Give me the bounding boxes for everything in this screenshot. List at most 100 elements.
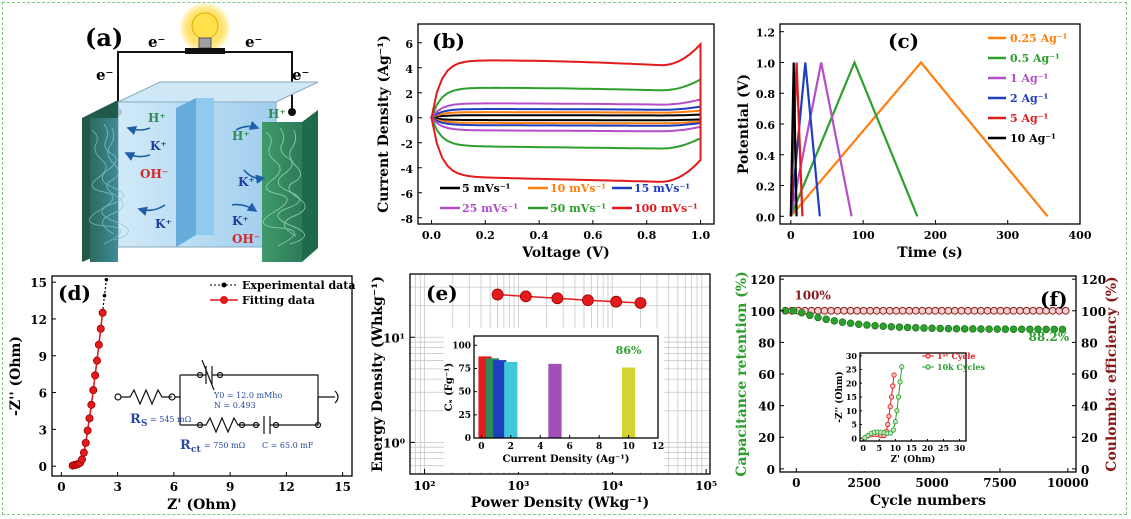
separator — [196, 98, 214, 235]
x-axis-label: Z' (Ohm) — [167, 497, 237, 513]
inset-nyquist-point — [886, 413, 892, 419]
circuit-node — [272, 421, 280, 429]
electron-label: e⁻ — [96, 66, 113, 84]
ragone-point — [519, 290, 532, 303]
inset-nyquist-point — [892, 419, 898, 425]
legend-label: 100 mVs⁻¹ — [634, 202, 698, 215]
x-tick-label: 0.2 — [476, 229, 495, 242]
x-axis-label: Power Density (Wkg⁻¹) — [471, 495, 650, 511]
panel-label: (c) — [888, 29, 919, 53]
y-axis-label: Current Density (Ag⁻¹) — [376, 35, 392, 213]
y-tick-label: 12 — [30, 313, 47, 327]
retention-annotation: 86% — [616, 344, 642, 357]
inset-nyquist-point — [899, 364, 905, 370]
left-electrode — [90, 118, 118, 262]
efficiency-point — [996, 306, 1005, 315]
y-tick-label: 75 — [458, 364, 471, 374]
cycling-chart: 0 2500 5000 7500 100000204060801001200204060… — [734, 271, 1120, 509]
ion-label: H⁺ — [268, 107, 286, 121]
legend-label: 0.5 Ag⁻¹ — [1010, 52, 1060, 65]
efficiency-point — [833, 306, 842, 315]
retention-point — [1017, 325, 1026, 333]
electron-label: e⁻ — [148, 33, 165, 51]
inset-nyquist-point — [897, 379, 903, 385]
x-tick-label: 0.0 — [422, 229, 441, 242]
x-tick-label: 25 — [938, 443, 949, 453]
retention-point — [822, 315, 830, 324]
efficiency-point — [918, 306, 927, 315]
retention-point — [846, 319, 855, 328]
y-tick-label: 5 — [851, 420, 857, 430]
circuit-node — [196, 421, 204, 429]
legend-marker — [220, 296, 228, 304]
cv-curve — [431, 113, 702, 122]
left-wire — [117, 51, 185, 108]
inset-x-label: Z' (Ohm) — [891, 454, 936, 465]
efficiency-point — [905, 306, 914, 315]
legend-label: 5 mVs⁻¹ — [462, 182, 511, 195]
nyquist-chart: 0 3 6 9 12 15 0 3 6 9 12 15 Z' (Ohm) -Z'' (Ohm) (d) Exp… — [8, 275, 356, 513]
retention-point — [895, 323, 904, 331]
retention-point — [952, 324, 961, 333]
retention-point — [903, 323, 912, 332]
efficiency-point — [866, 306, 875, 315]
y-tick-label: 10 — [846, 406, 858, 416]
circuit-node — [216, 371, 224, 379]
x-tick-label: 5 — [876, 443, 882, 453]
circuit-end — [334, 390, 339, 404]
nyquist-frame — [51, 275, 353, 477]
retention-point — [1026, 325, 1034, 334]
y-axis-label: Potential (V) — [736, 74, 752, 174]
gcd-curve — [789, 60, 1049, 218]
x-tick-label: 15 — [334, 480, 351, 494]
x-tick-label: 12 — [278, 480, 295, 494]
efficiency-point — [853, 306, 862, 315]
legend-marker — [221, 282, 227, 288]
retention-point — [969, 325, 977, 333]
efficiency-point — [820, 306, 829, 315]
y-tick-label: 40 — [1081, 400, 1098, 414]
cap-value: C = 65.0 mF — [262, 441, 314, 450]
x-tick-label: 0 — [860, 443, 866, 453]
circuit-node — [252, 421, 260, 429]
legend-label: 50 mVs⁻¹ — [550, 202, 606, 215]
legend-label: 5 Ag⁻¹ — [1010, 112, 1049, 125]
y-axis-label: -Z'' (Ohm) — [8, 336, 24, 416]
nyquist-fit-point — [91, 371, 100, 380]
annotation-100: 100% — [794, 289, 831, 303]
circuit-wire — [175, 374, 200, 426]
ragone-point — [491, 288, 504, 301]
electron-label: e⁻ — [245, 33, 262, 51]
cv-frame — [417, 23, 715, 225]
inset-nyquist-point — [894, 408, 900, 414]
efficiency-point — [1009, 306, 1018, 315]
legend-label: 10 Ag⁻¹ — [1010, 132, 1056, 145]
x-tick-label: 0 — [792, 476, 800, 490]
x-tick-label: 10000 — [1047, 476, 1089, 490]
gcd-curve — [789, 62, 798, 217]
y-tick-label: 15 — [30, 276, 47, 290]
nyquist-fit-point — [83, 426, 92, 435]
inset-bar-frame — [473, 335, 659, 439]
annotation-88: 88.2% — [1029, 330, 1070, 344]
inset-nyquist-point — [887, 404, 893, 410]
y-tick-label: 40 — [758, 400, 775, 414]
nyquist-exp-point — [102, 293, 107, 298]
y-tick-label: 10⁰ — [383, 436, 405, 450]
efficiency-point — [1022, 306, 1031, 315]
retention-point — [855, 320, 863, 328]
panel-label: (d) — [58, 281, 91, 305]
y-tick-label: 20 — [1081, 431, 1098, 445]
ragone-frame — [409, 273, 711, 475]
y-tick-label: 30 — [846, 351, 858, 361]
efficiency-point — [840, 306, 848, 315]
efficiency-point — [970, 306, 979, 315]
y-tick-label: 3 — [39, 423, 47, 437]
right-terminal — [288, 108, 296, 116]
retention-point — [838, 318, 847, 326]
y-tick-label: -4 — [401, 163, 414, 176]
inset-nyquist-point — [885, 421, 891, 428]
retention-point — [1042, 325, 1050, 334]
efficiency-point — [990, 306, 998, 315]
